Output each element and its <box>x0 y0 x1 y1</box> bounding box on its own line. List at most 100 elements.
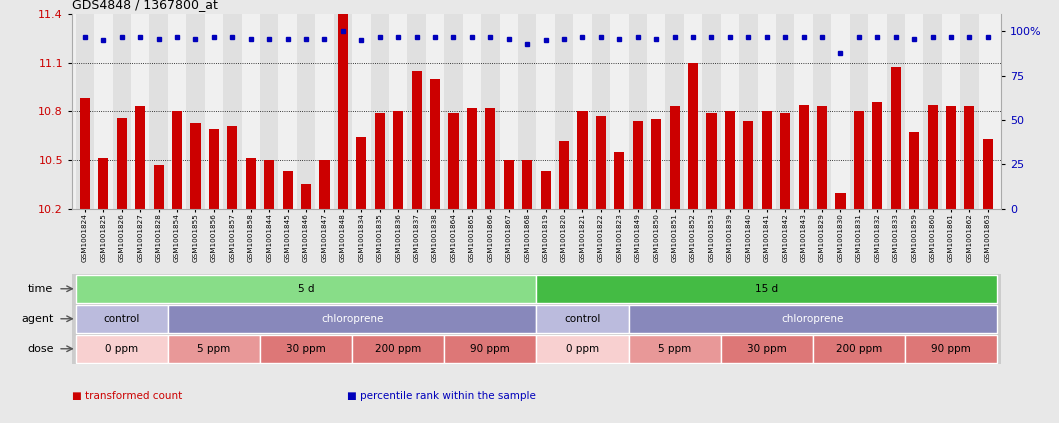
Bar <box>297 14 316 209</box>
Bar <box>463 14 481 209</box>
Bar <box>794 14 813 209</box>
Text: dose: dose <box>26 344 53 354</box>
Bar <box>116 118 127 209</box>
Bar <box>228 126 237 209</box>
Bar <box>131 14 149 209</box>
Bar <box>444 335 537 363</box>
Bar <box>684 14 702 209</box>
Bar <box>79 98 90 209</box>
Bar <box>98 158 108 209</box>
Bar <box>629 335 721 363</box>
Bar <box>283 171 292 209</box>
Bar <box>167 14 186 209</box>
Bar <box>154 165 164 209</box>
Bar <box>979 14 998 209</box>
Text: 200 ppm: 200 ppm <box>836 344 882 354</box>
Bar <box>905 14 923 209</box>
Bar <box>522 160 533 209</box>
Bar <box>886 14 905 209</box>
Bar <box>444 14 463 209</box>
Bar <box>721 335 813 363</box>
Bar <box>301 184 311 209</box>
Bar <box>610 14 629 209</box>
Bar <box>596 116 606 209</box>
Bar <box>961 14 979 209</box>
Bar <box>371 14 389 209</box>
Text: 200 ppm: 200 ppm <box>375 344 421 354</box>
Bar <box>75 14 94 209</box>
Text: chloroprene: chloroprene <box>782 314 844 324</box>
Bar <box>149 14 167 209</box>
Bar <box>629 305 998 333</box>
Bar <box>537 335 629 363</box>
Bar <box>204 14 223 209</box>
Bar <box>555 14 573 209</box>
Bar <box>223 14 241 209</box>
Text: 90 ppm: 90 ppm <box>470 344 510 354</box>
Bar <box>191 123 200 209</box>
Bar <box>209 129 219 209</box>
Bar <box>172 111 182 209</box>
Bar <box>75 305 167 333</box>
Bar <box>739 14 757 209</box>
Text: control: control <box>564 314 600 324</box>
Bar <box>816 107 827 209</box>
Bar <box>518 14 537 209</box>
Bar <box>537 14 555 209</box>
Bar <box>983 139 993 209</box>
Bar <box>393 111 403 209</box>
Text: GDS4848 / 1367800_at: GDS4848 / 1367800_at <box>72 0 218 11</box>
Bar <box>651 119 661 209</box>
Bar <box>946 107 956 209</box>
Bar <box>706 113 717 209</box>
Text: 0 ppm: 0 ppm <box>566 344 599 354</box>
Bar <box>504 160 514 209</box>
Text: 30 ppm: 30 ppm <box>286 344 326 354</box>
Bar <box>259 335 352 363</box>
Bar <box>614 152 625 209</box>
Bar <box>757 14 776 209</box>
Bar <box>338 14 348 209</box>
Bar <box>941 14 961 209</box>
Bar <box>352 14 371 209</box>
Text: chloroprene: chloroprene <box>321 314 383 324</box>
Bar <box>724 111 735 209</box>
Bar <box>854 111 864 209</box>
Bar <box>389 14 408 209</box>
Bar <box>831 14 849 209</box>
Bar <box>629 14 647 209</box>
Bar <box>537 305 629 333</box>
Text: 30 ppm: 30 ppm <box>747 344 787 354</box>
Bar <box>559 140 569 209</box>
Bar <box>891 67 901 209</box>
Bar <box>136 107 145 209</box>
Bar <box>467 108 477 209</box>
Bar <box>836 192 845 209</box>
Bar <box>334 14 352 209</box>
Bar <box>279 14 297 209</box>
Text: control: control <box>104 314 140 324</box>
Bar <box>813 335 905 363</box>
Bar <box>702 14 721 209</box>
Bar <box>647 14 665 209</box>
Bar <box>928 105 937 209</box>
Bar <box>798 105 809 209</box>
Bar <box>632 121 643 209</box>
Bar <box>780 113 790 209</box>
Bar <box>426 14 444 209</box>
Bar <box>688 63 698 209</box>
Bar <box>259 14 279 209</box>
Bar <box>485 108 496 209</box>
Text: 90 ppm: 90 ppm <box>931 344 971 354</box>
Bar <box>813 14 831 209</box>
Bar <box>112 14 131 209</box>
Bar <box>375 113 384 209</box>
Bar <box>573 14 592 209</box>
Text: 5 ppm: 5 ppm <box>197 344 231 354</box>
Bar <box>186 14 204 209</box>
Text: time: time <box>29 284 53 294</box>
Bar <box>577 111 588 209</box>
Text: 5 ppm: 5 ppm <box>658 344 692 354</box>
Bar <box>167 305 537 333</box>
Bar <box>75 275 537 303</box>
